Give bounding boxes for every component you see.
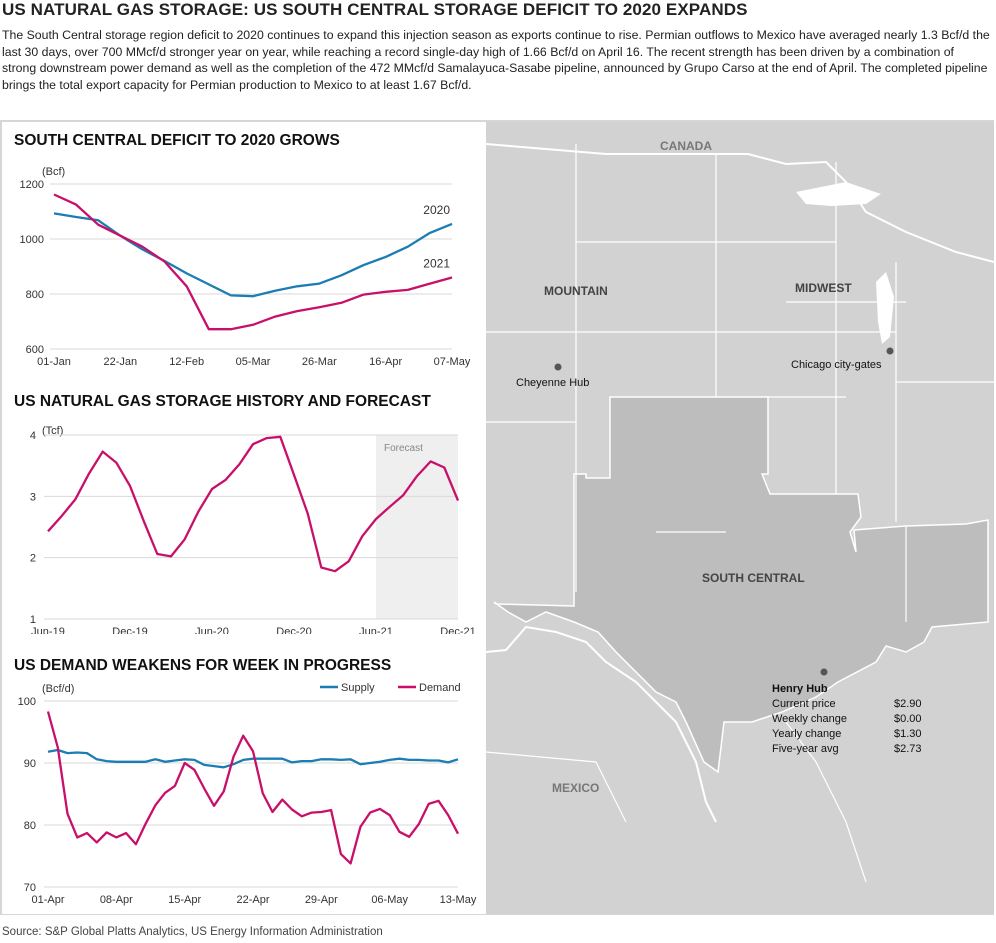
mexico-border [485,625,717,823]
canada-border [485,143,995,263]
page-title: US NATURAL GAS STORAGE: US SOUTH CENTRAL… [2,0,748,19]
henry-row-label: Weekly change [772,713,847,725]
x-tick-label: 12-Feb [169,356,204,368]
y-tick-label: 600 [26,344,44,356]
x-tick-label: 01-Apr [31,894,64,906]
y-tick-label: 100 [18,696,36,708]
chart2-unit: (Tcf) [42,425,63,437]
y-tick-label: 3 [30,491,36,503]
source-note: Source: S&P Global Platts Analytics, US … [2,926,383,938]
x-tick-label: Jun-19 [31,626,65,634]
x-tick-label: Dec-21 [440,626,475,634]
series-line-1 [53,193,453,331]
y-tick-label: 1000 [20,234,44,246]
forecast-label: Forecast [384,443,423,454]
y-tick-label: 80 [24,820,36,832]
state-lines [485,144,994,883]
chart3-title: US DEMAND WEAKENS FOR WEEK IN PROGRESS [14,657,392,674]
country-label-canada: CANADA [660,139,712,153]
chart2-svg: Forecast (Tcf) 1 2 3 4 Jun-19 Dec-19 Jun-20 Dec… [30,425,476,634]
henry-row-label: Current price [772,698,836,710]
x-tick-label: 01-Jan [37,356,71,368]
cheyenne-hub-label: Cheyenne Hub [516,377,589,389]
henry-row-value: $1.30 [894,728,922,740]
legend-demand-label: Demand [419,682,461,694]
x-tick-label: 13-May [440,894,477,906]
forecast-shading [376,435,458,619]
chicago-hub-label: Chicago city-gates [791,359,882,371]
y-tick-label: 90 [24,758,36,770]
chart1-title: SOUTH CENTRAL DEFICIT TO 2020 GROWS [14,132,340,149]
x-tick-label: 15-Apr [168,894,201,906]
series-line-0 [53,212,453,298]
x-tick-label: 06-May [371,894,408,906]
x-tick-label: 16-Apr [369,356,402,368]
lake-superior [796,182,881,206]
cheyenne-hub-marker [554,363,562,371]
chart3-svg: (Bcf/d) Supply Demand 70 80 90 100 01-Apr 08-… [18,682,477,906]
region-label-midwest: MIDWEST [795,281,852,295]
y-tick-label: 2 [30,553,36,565]
y-tick-label: 4 [30,430,36,442]
map-svg: CANADA MEXICO MOUNTAIN MIDWEST SOUTH CEN… [485,139,995,883]
x-tick-label: 22-Apr [236,894,269,906]
us-region-map: CANADA MEXICO MOUNTAIN MIDWEST SOUTH CEN… [485,122,995,914]
x-tick-label: Jun-20 [195,626,229,634]
series-end-label: 2021 [423,257,450,271]
henry-row-value: $2.90 [894,698,922,710]
series-line-0 [47,748,459,769]
chart3-unit: (Bcf/d) [42,683,74,695]
series-line-0 [47,435,460,573]
henry-hub-table: Current price $2.90 Weekly change $0.00 … [772,698,922,755]
henry-row-value: $2.73 [894,743,922,755]
henry-row-value: $0.00 [894,713,922,725]
henry-hub-label: Henry Hub [772,683,828,695]
y-tick-label: 800 [26,289,44,301]
x-tick-label: 07-May [434,356,471,368]
x-tick-label: 29-Apr [305,894,338,906]
chart1-unit: (Bcf) [42,166,65,178]
chart2-title: US NATURAL GAS STORAGE HISTORY AND FOREC… [14,393,431,410]
x-tick-label: Dec-19 [112,626,147,634]
intro-paragraph: The South Central storage region deficit… [2,28,990,92]
region-label-south-central: SOUTH CENTRAL [702,571,805,585]
legend-supply-label: Supply [341,682,375,694]
x-tick-label: 22-Jan [104,356,138,368]
y-tick-label: 70 [24,882,36,894]
series-line-1 [46,711,460,865]
series-end-label: 2020 [423,203,450,217]
south-central-region [493,396,989,774]
x-tick-label: 05-Mar [236,356,271,368]
henry-row-label: Yearly change [772,728,841,740]
x-tick-label: 26-Mar [302,356,337,368]
henry-row-label: Five-year avg [772,743,839,755]
y-tick-label: 1200 [20,179,44,191]
henry-hub-marker [820,668,828,676]
chicago-hub-marker [886,347,894,355]
x-tick-label: Dec-20 [276,626,311,634]
chart1-svg: (Bcf) 600 800 1000 1200 01-Jan 22-Jan 12-Feb 05… [20,166,471,368]
x-tick-label: 08-Apr [100,894,133,906]
region-label-mountain: MOUNTAIN [544,284,608,298]
x-tick-label: Jun-21 [359,626,393,634]
y-tick-label: 1 [30,614,36,626]
country-label-mexico: MEXICO [552,781,599,795]
charts-panel: SOUTH CENTRAL DEFICIT TO 2020 GROWS (Bcf… [2,122,486,914]
lake-michigan [876,272,894,344]
